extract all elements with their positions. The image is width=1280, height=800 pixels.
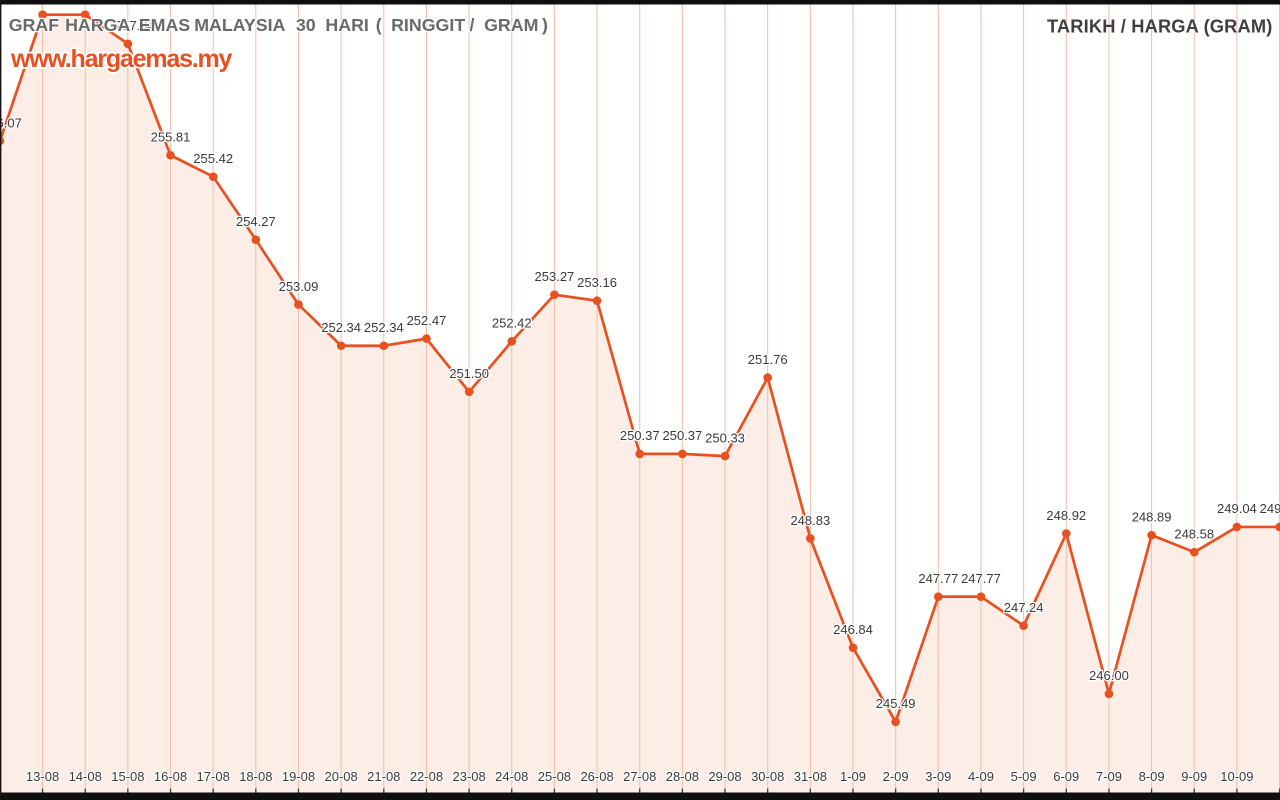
svg-text:2-09: 2-09: [883, 769, 909, 784]
svg-text:GRAM: GRAM: [484, 15, 538, 35]
svg-text:EMAS: EMAS: [139, 15, 191, 35]
svg-text:29-08: 29-08: [708, 769, 741, 784]
svg-text:): ): [542, 15, 548, 35]
svg-text:7-09: 7-09: [1096, 769, 1122, 784]
svg-text:6-09: 6-09: [1053, 769, 1079, 784]
svg-text:25-08: 25-08: [538, 769, 571, 784]
svg-text:10-09: 10-09: [1220, 769, 1253, 784]
svg-text:13-08: 13-08: [26, 769, 59, 784]
svg-text:22-08: 22-08: [410, 769, 443, 784]
svg-text:30-08: 30-08: [751, 769, 784, 784]
svg-text:253.27: 253.27: [535, 269, 575, 284]
svg-text:/: /: [470, 15, 475, 35]
svg-text:247.77: 247.77: [918, 571, 958, 586]
svg-text:255.81: 255.81: [151, 130, 191, 145]
svg-text:253.16: 253.16: [577, 275, 617, 290]
svg-text:8-09: 8-09: [1139, 769, 1165, 784]
svg-text:19-08: 19-08: [282, 769, 315, 784]
svg-text:248.83: 248.83: [790, 513, 830, 528]
svg-text:257.84: 257.84: [115, 18, 155, 33]
svg-text:248.92: 248.92: [1046, 508, 1086, 523]
svg-text:252.47: 252.47: [407, 313, 447, 328]
svg-text:www.hargaemas.my: www.hargaemas.my: [10, 45, 233, 73]
svg-text:TARIKH / HARGA (GRAM): TARIKH / HARGA (GRAM): [1047, 15, 1273, 36]
svg-text:249.04: 249.04: [1217, 501, 1257, 516]
svg-text:248.89: 248.89: [1132, 509, 1172, 524]
svg-text:9-09: 9-09: [1181, 769, 1207, 784]
svg-text:254.27: 254.27: [236, 214, 276, 229]
svg-text:16-08: 16-08: [154, 769, 187, 784]
svg-text:247.24: 247.24: [1004, 600, 1044, 615]
svg-text:4-09: 4-09: [968, 769, 994, 784]
svg-text:246.00: 246.00: [1089, 668, 1129, 683]
svg-text:30: 30: [296, 15, 316, 35]
svg-text:250.37: 250.37: [662, 428, 702, 443]
svg-text:250.33: 250.33: [705, 430, 745, 445]
svg-text:26-08: 26-08: [580, 769, 613, 784]
svg-text:17-08: 17-08: [197, 769, 230, 784]
svg-text:28-08: 28-08: [666, 769, 699, 784]
svg-text:14-08: 14-08: [69, 769, 102, 784]
svg-text:248.58: 248.58: [1174, 526, 1214, 541]
svg-text:251.50: 251.50: [449, 366, 489, 381]
svg-text:252.34: 252.34: [321, 320, 361, 335]
svg-text:1-09: 1-09: [840, 769, 866, 784]
svg-text:246.84: 246.84: [833, 622, 873, 637]
svg-text:250.37: 250.37: [620, 428, 660, 443]
svg-text:23-08: 23-08: [452, 769, 485, 784]
svg-text:256.07: 256.07: [0, 115, 22, 130]
svg-text:18-08: 18-08: [239, 769, 272, 784]
svg-text:31-08: 31-08: [794, 769, 827, 784]
svg-text:3-09: 3-09: [925, 769, 951, 784]
svg-text:20-08: 20-08: [325, 769, 358, 784]
svg-text:253.09: 253.09: [279, 279, 319, 294]
svg-text:255.42: 255.42: [193, 151, 233, 166]
svg-text:251.76: 251.76: [748, 352, 788, 367]
svg-text:MALAYSIA: MALAYSIA: [194, 15, 285, 35]
svg-text:15-08: 15-08: [111, 769, 144, 784]
svg-text:RINGGIT: RINGGIT: [391, 15, 465, 35]
svg-text:249.04: 249.04: [1260, 501, 1280, 516]
svg-text:245.49: 245.49: [876, 696, 916, 711]
svg-text:GRAF: GRAF: [9, 15, 60, 35]
svg-text:252.34: 252.34: [364, 320, 404, 335]
svg-text:5-09: 5-09: [1011, 769, 1037, 784]
svg-text:27-08: 27-08: [623, 769, 656, 784]
svg-text:21-08: 21-08: [367, 769, 400, 784]
svg-text:24-08: 24-08: [495, 769, 528, 784]
svg-text:252.42: 252.42: [492, 316, 532, 331]
svg-text:(: (: [376, 15, 382, 35]
svg-text:HARI: HARI: [325, 15, 368, 35]
svg-text:247.77: 247.77: [961, 571, 1001, 586]
svg-text:HARGA: HARGA: [65, 15, 130, 35]
